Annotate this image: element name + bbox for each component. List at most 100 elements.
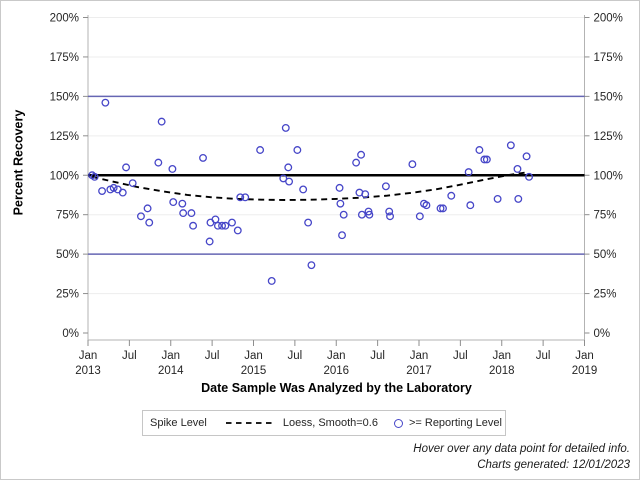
data-point[interactable] [267,276,276,285]
legend-title: Spike Level [150,417,207,429]
data-point[interactable] [299,185,308,194]
x-tick-label-month: Jul [536,350,551,362]
y-tick-label-left: 25% [56,289,79,301]
x-tick-label-month: Jan [244,350,263,362]
data-point[interactable] [179,209,188,218]
data-point[interactable] [90,172,99,181]
data-point[interactable] [475,146,484,154]
data-point[interactable] [189,221,198,230]
data-point[interactable] [385,207,394,216]
x-tick-label-month: Jul [122,350,137,362]
legend: Spike Level Loess, Smooth=0.6 >= Reporti… [142,410,506,436]
y-axis-title: Percent Recovery [11,109,26,216]
data-point[interactable] [128,179,137,188]
data-point[interactable] [221,221,230,230]
x-tick-label-year: 2014 [158,365,184,377]
x-tick-label-month: Jan [410,350,429,362]
dashed-line-swatch-icon [225,422,276,424]
data-point[interactable] [205,237,214,246]
open-circle-swatch-icon [393,418,403,428]
x-tick-label-year: 2015 [241,365,267,377]
data-point[interactable] [466,201,475,210]
data-point[interactable] [178,199,187,208]
data-point[interactable] [386,212,394,221]
x-tick-label-month: Jan [492,350,511,362]
data-point[interactable] [281,123,290,132]
data-point[interactable] [304,218,313,227]
data-point[interactable] [279,174,288,183]
data-point[interactable] [357,210,366,219]
data-point[interactable] [525,172,534,181]
data-point[interactable] [357,150,366,159]
data-point[interactable] [415,212,424,221]
data-point[interactable] [480,155,489,164]
data-point[interactable] [335,183,344,192]
y-tick-label-left: 200% [50,13,79,25]
data-point[interactable] [364,207,373,216]
x-tick-label-year: 2018 [489,365,515,377]
data-point[interactable] [137,212,145,221]
data-point[interactable] [168,164,177,173]
data-point[interactable] [236,193,245,202]
legend-item-label: >= Reporting Level [408,417,502,429]
data-point[interactable] [98,187,107,195]
data-point[interactable] [293,146,302,154]
data-point[interactable] [464,168,473,177]
data-point[interactable] [145,218,154,227]
y-tick-label-right: 175% [594,52,623,64]
x-tick-label-month: Jan [575,350,594,362]
data-point[interactable] [307,261,316,270]
data-point[interactable] [118,188,127,197]
x-tick-label-year: 2016 [323,365,349,377]
data-point[interactable] [157,117,166,126]
legend-item-loess: Loess, Smooth=0.6 [225,417,378,429]
data-point[interactable] [122,163,131,172]
x-tick-label-year: 2019 [572,365,598,377]
data-point[interactable] [218,221,227,230]
data-point[interactable] [513,164,522,173]
data-point[interactable] [422,201,431,210]
data-point[interactable] [143,204,152,213]
data-point[interactable] [338,231,346,240]
y-tick-label-left: 125% [50,131,79,143]
x-tick-label-year: 2017 [406,365,432,377]
data-point[interactable] [493,194,502,203]
data-point[interactable] [233,226,242,235]
data-point[interactable] [169,198,178,207]
footnote-generated-date: Charts generated: 12/01/2023 [477,459,630,471]
data-point[interactable] [213,221,222,230]
data-point[interactable] [361,190,370,199]
data-point[interactable] [352,158,361,167]
data-point[interactable] [154,158,163,167]
data-point[interactable] [408,160,417,169]
data-point[interactable] [101,98,110,107]
data-point[interactable] [228,218,236,227]
data-point[interactable] [381,182,390,191]
x-tick-label-year: 2013 [75,365,101,377]
data-point[interactable] [365,210,374,219]
data-point[interactable] [436,204,445,213]
data-point[interactable] [187,209,196,218]
data-point[interactable] [284,163,293,172]
footnote-hover-hint: Hover over any data point for detailed i… [413,443,630,455]
data-point[interactable] [211,215,220,224]
data-point[interactable] [447,191,456,200]
data-point[interactable] [439,204,447,213]
data-point[interactable] [199,153,207,162]
data-point[interactable] [109,183,118,192]
x-tick-label-month: Jan [79,350,98,362]
data-point[interactable] [522,152,531,161]
x-tick-label-month: Jan [161,350,180,362]
data-point[interactable] [241,193,250,202]
y-tick-label-left: 0% [62,328,79,340]
x-tick-label-month: Jul [453,350,468,362]
data-point[interactable] [285,177,294,186]
data-point[interactable] [256,146,265,154]
data-point[interactable] [336,199,345,208]
data-point[interactable] [339,210,348,219]
footnotes: Hover over any data point for detailed i… [413,441,630,473]
data-point[interactable] [506,141,515,150]
data-point[interactable] [482,155,491,164]
y-tick-label-right: 0% [594,328,611,340]
data-point[interactable] [514,194,523,203]
